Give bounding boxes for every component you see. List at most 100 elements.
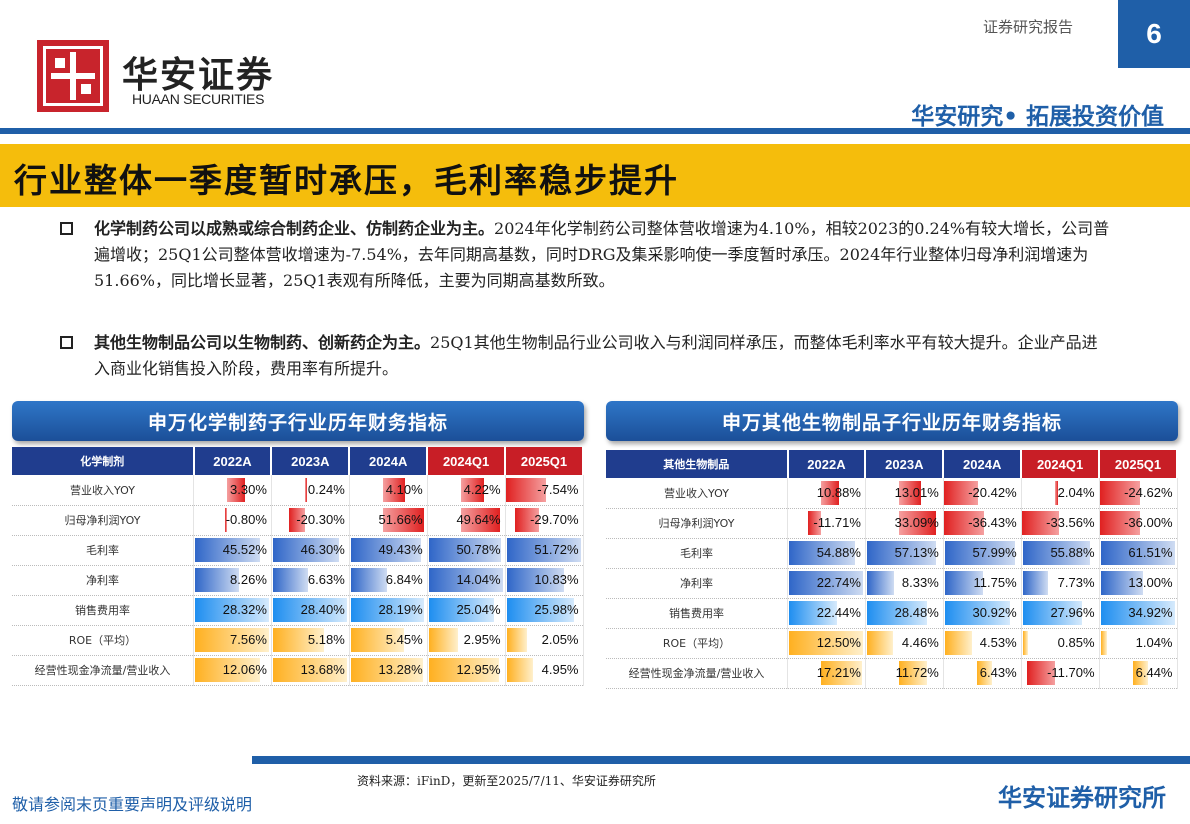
cell-value: 6.63%	[307, 572, 345, 587]
value-cell: -33.56%	[1021, 508, 1100, 539]
bullet-text: 25Q1其他生物制品行业公司收入与利润同样承压，而整体毛利率水平有较大提升。企业…	[94, 333, 1098, 378]
value-cell: 4.95%	[505, 655, 584, 686]
data-bar	[944, 571, 983, 595]
cell-value: -33.56%	[1046, 515, 1095, 530]
cell-value: 12.06%	[222, 662, 267, 677]
cell-value: 54.88%	[816, 545, 861, 560]
value-cell: 50.78%	[427, 535, 506, 566]
data-bar	[225, 508, 228, 532]
data-bar	[1022, 601, 1082, 625]
value-cell: 13.68%	[271, 655, 350, 686]
cell-value: 57.99%	[972, 545, 1017, 560]
column-header: 2024Q1	[427, 447, 507, 475]
data-bar	[1099, 511, 1140, 535]
row-label: ROE（平均）	[12, 625, 195, 656]
row-label: 营业收入YOY	[12, 475, 195, 506]
value-cell: 57.13%	[865, 538, 944, 569]
table-row: 毛利率 45.52% 46.30% 49.43% 50.78% 51.72%	[12, 535, 584, 566]
column-header: 2022A	[787, 450, 867, 478]
cell-value: 6.44%	[1135, 665, 1173, 680]
row-label: 经营性现金净流量/营业收入	[606, 658, 789, 689]
value-cell: 17.21%	[787, 658, 866, 689]
table-row: 毛利率 54.88% 57.13% 57.99% 55.88% 61.51%	[606, 538, 1178, 569]
value-cell: 54.88%	[787, 538, 866, 569]
cell-value: 13.00%	[1128, 575, 1173, 590]
value-cell: 2.05%	[505, 625, 584, 656]
bullet-heading: 其他生物制品公司以生物制药、创新药企为主。	[94, 333, 431, 352]
table-row: 经营性现金净流量/营业收入 17.21% 11.72% 6.43% -11.70% 6.4…	[606, 658, 1178, 689]
data-bar	[977, 661, 993, 685]
cell-value: 51.72%	[534, 542, 579, 557]
data-bar	[506, 568, 564, 592]
data-bar	[272, 568, 308, 592]
header-divider	[0, 128, 1190, 134]
column-header: 2025Q1	[1099, 450, 1178, 478]
value-cell: 49.64%	[427, 505, 506, 536]
table-row: 净利率 22.74% 8.33% 11.75% 7.73% 13.00%	[606, 568, 1178, 599]
company-logo	[37, 40, 109, 112]
value-cell: 61.51%	[1099, 538, 1178, 569]
cell-value: 4.53%	[979, 635, 1017, 650]
data-bar	[789, 541, 856, 565]
report-label: 证券研究报告	[983, 18, 1074, 36]
value-cell: 10.88%	[787, 478, 866, 509]
cell-value: 50.78%	[456, 542, 501, 557]
data-bar	[428, 598, 494, 622]
data-bar	[428, 628, 458, 652]
page-number: 6	[1118, 0, 1190, 68]
data-bar	[460, 508, 501, 532]
row-label: 经营性现金净流量/营业收入	[12, 655, 195, 686]
data-bar	[1100, 541, 1175, 565]
data-bar	[944, 631, 972, 655]
cell-value: 2.95%	[463, 632, 501, 647]
logo-text-cn: 华安证券	[122, 54, 275, 96]
value-cell: 5.18%	[271, 625, 350, 656]
value-cell: 11.72%	[865, 658, 944, 689]
data-bar	[1054, 480, 1059, 505]
bullet-chemical-pharma: 化学制药公司以成熟或综合制药企业、仿制药企业为主。2024年化学制药公司整体营收…	[60, 216, 1111, 294]
cell-value: 33.09%	[894, 515, 939, 530]
row-label: 净利率	[12, 565, 195, 596]
value-cell: 0.24%	[271, 475, 350, 506]
cell-value: 0.85%	[1057, 635, 1095, 650]
value-cell: 1.04%	[1099, 628, 1178, 659]
page-title: 行业整体一季度暂时承压，毛利率稳步提升	[14, 161, 679, 200]
cell-value: 13.28%	[378, 662, 423, 677]
slogan: 华安研究• 拓展投资价值	[911, 104, 1164, 130]
value-cell: 11.75%	[943, 568, 1022, 599]
value-cell: 14.04%	[427, 565, 506, 596]
table-row: ROE（平均） 7.56% 5.18% 5.45% 2.95% 2.05%	[12, 625, 584, 656]
value-cell: 4.10%	[349, 475, 428, 506]
table-row: 归母净利润YOY -0.80% -20.30% 51.66% 49.64% -29.70%	[12, 505, 584, 536]
row-label: 毛利率	[606, 538, 789, 569]
cell-value: 0.24%	[307, 481, 345, 497]
disclaimer-link[interactable]: 敬请参阅末页重要声明及评级说明	[12, 795, 253, 814]
corner-header: 化学制剂	[12, 447, 195, 475]
value-cell: -36.43%	[943, 508, 1022, 539]
data-bar	[943, 511, 985, 535]
bullet-bio-products: 其他生物制品公司以生物制药、创新药企为主。25Q1其他生物制品行业公司收入与利润…	[60, 330, 1111, 382]
data-bar	[899, 511, 937, 535]
cell-value: -11.71%	[813, 515, 861, 530]
value-cell: 46.30%	[271, 535, 350, 566]
bullet-heading: 化学制药公司以成熟或综合制药企业、仿制药企业为主。	[94, 219, 495, 238]
cell-value: 46.30%	[300, 542, 345, 557]
value-cell: -11.71%	[787, 508, 866, 539]
data-bar	[1099, 480, 1141, 505]
value-cell: 22.74%	[787, 568, 866, 599]
value-cell: 33.09%	[865, 508, 944, 539]
value-cell: 51.72%	[505, 535, 584, 566]
cell-value: -20.30%	[296, 512, 345, 527]
cell-value: 4.95%	[541, 662, 579, 677]
data-bar	[515, 508, 539, 532]
cell-value: 5.45%	[385, 632, 423, 647]
cell-value: 45.52%	[222, 542, 267, 557]
value-cell: 25.98%	[505, 595, 584, 626]
value-cell: 57.99%	[943, 538, 1022, 569]
cell-value: 25.04%	[456, 602, 501, 617]
corner-header: 其他生物制品	[606, 450, 789, 478]
column-header: 2024Q1	[1021, 450, 1101, 478]
cell-value: 5.18%	[307, 632, 345, 647]
data-bar	[350, 538, 422, 562]
row-label: 销售费用率	[606, 598, 789, 629]
